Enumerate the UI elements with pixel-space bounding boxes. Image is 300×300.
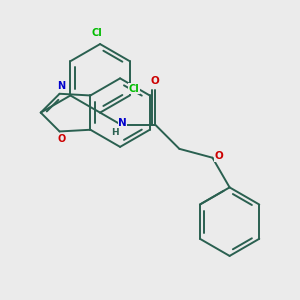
Text: O: O [214, 151, 223, 161]
Text: O: O [151, 76, 160, 86]
Text: H: H [111, 128, 118, 136]
Text: O: O [57, 134, 65, 144]
Text: Cl: Cl [91, 28, 102, 38]
Text: N: N [118, 118, 127, 128]
Text: N: N [57, 81, 65, 91]
Text: Cl: Cl [129, 84, 140, 94]
